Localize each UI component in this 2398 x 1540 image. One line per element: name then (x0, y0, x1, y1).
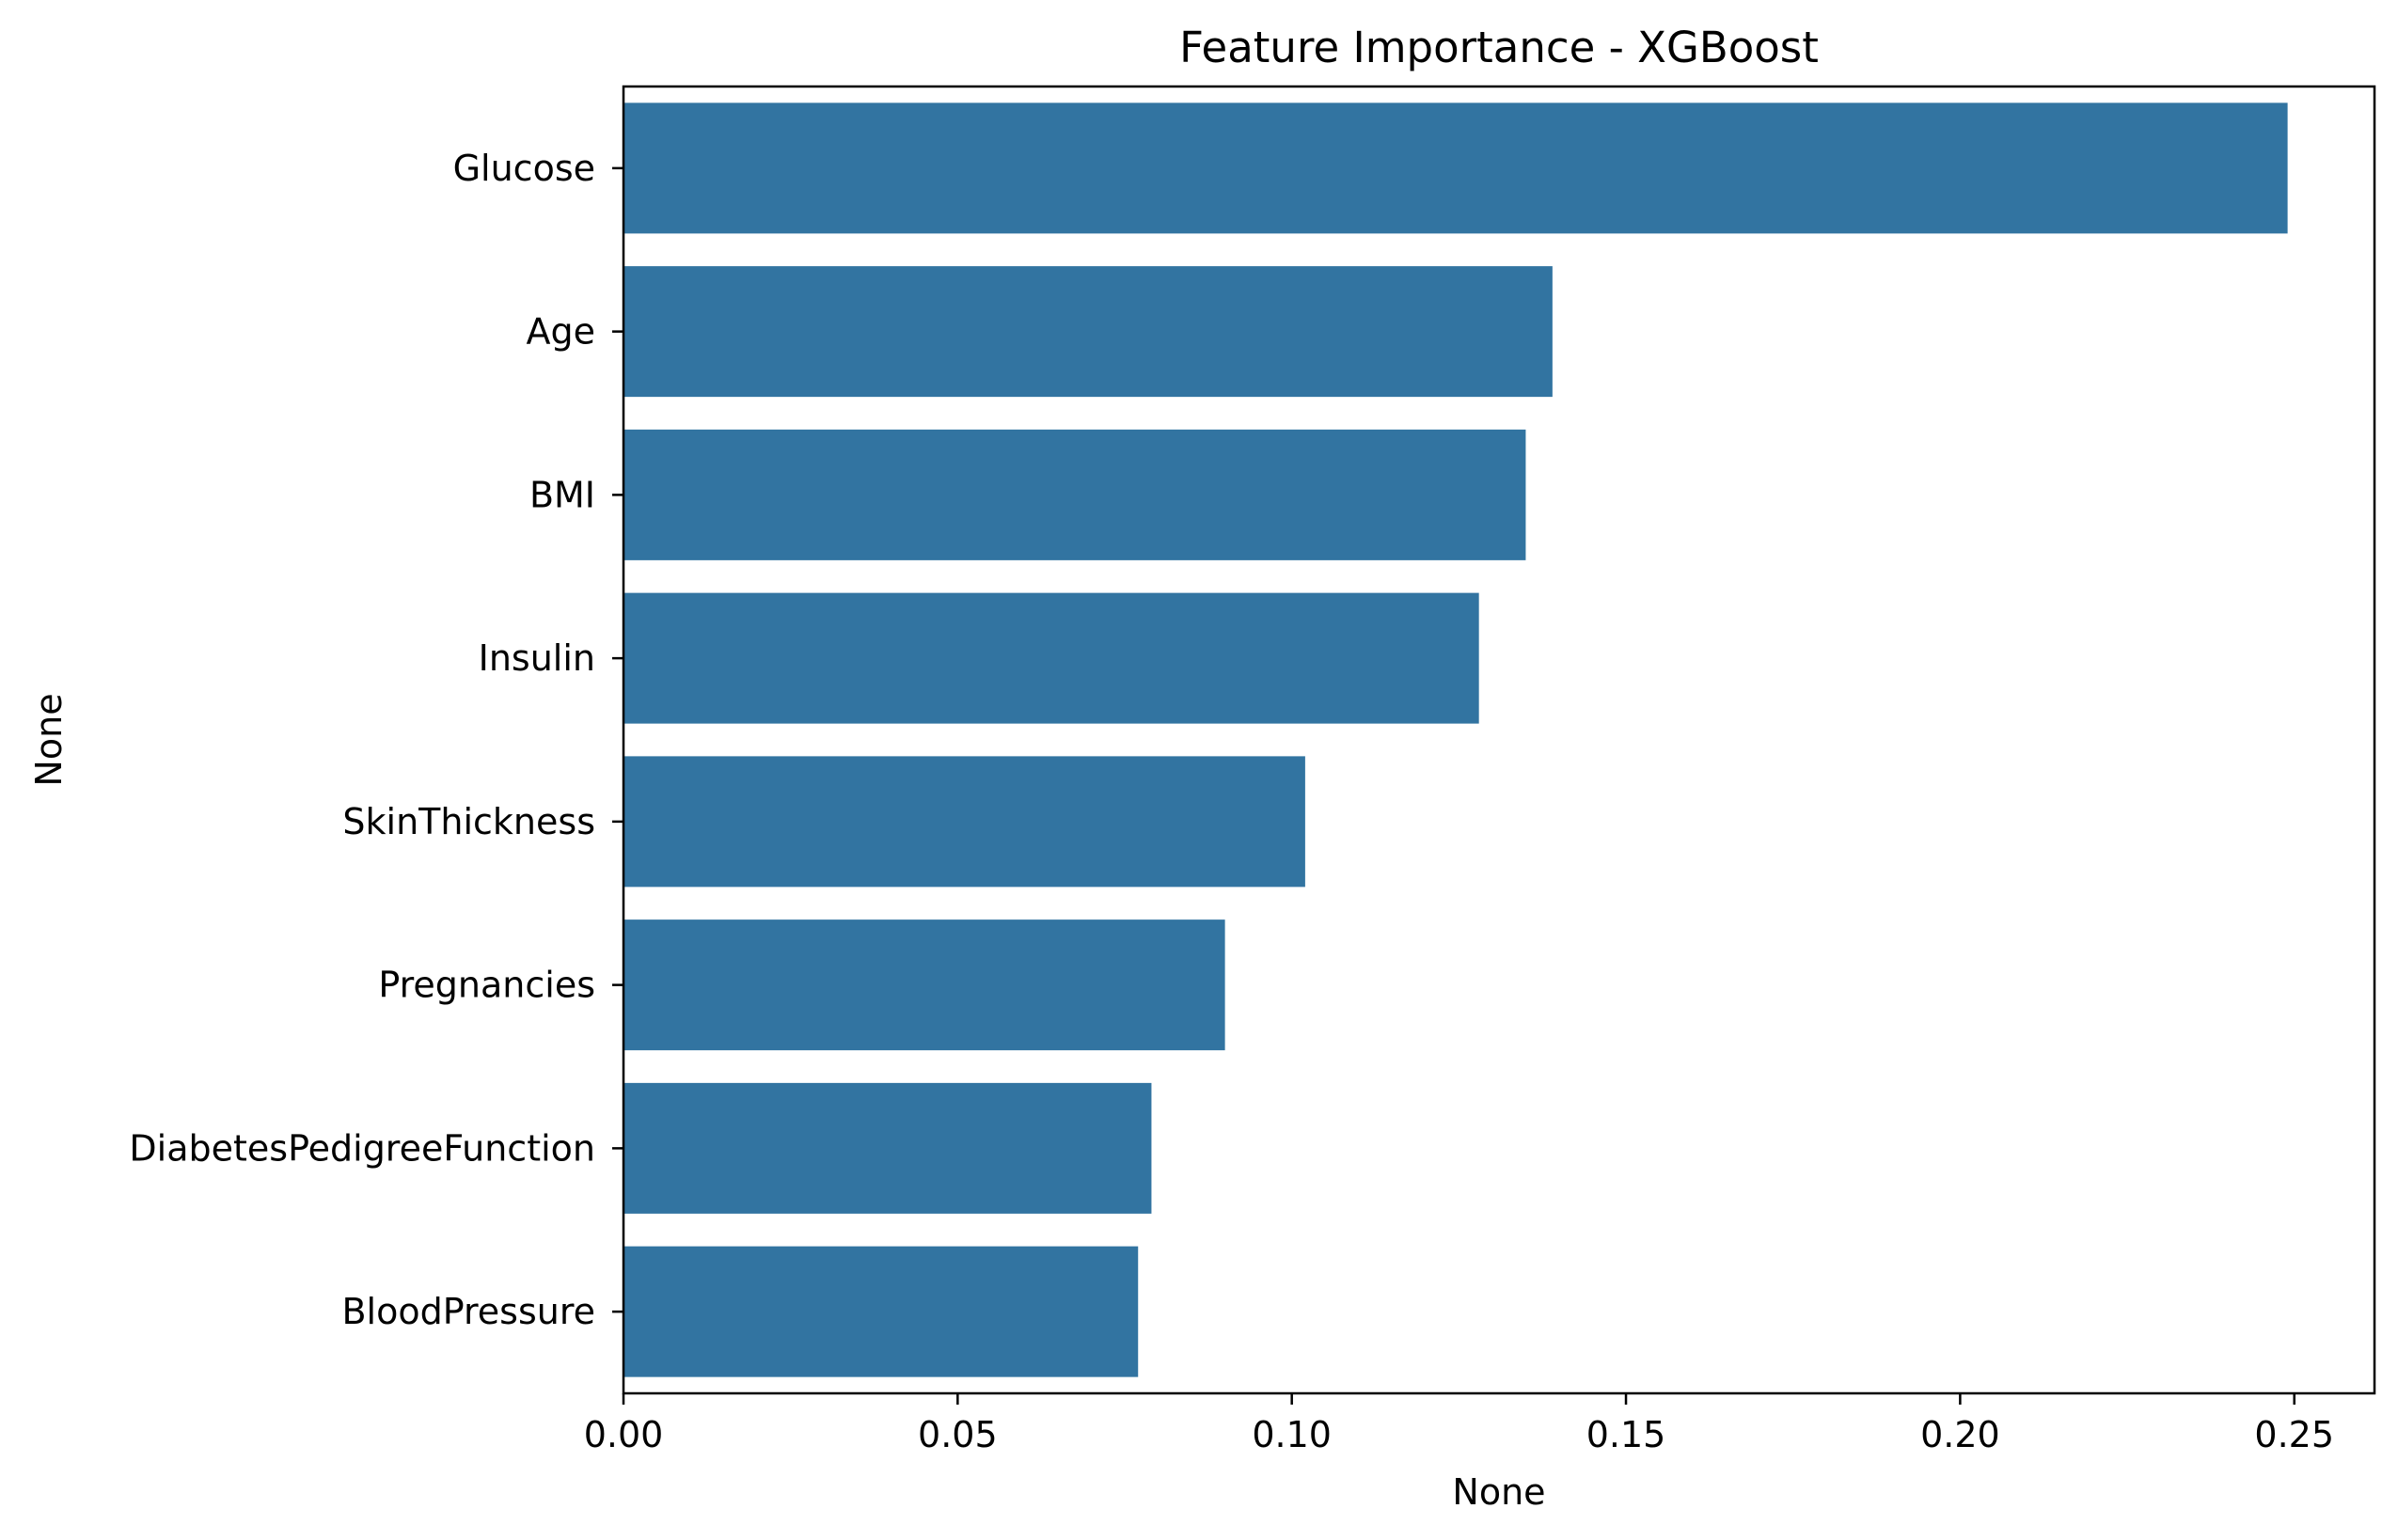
bar-glucose (623, 102, 2288, 234)
bar-bmi (623, 429, 1526, 560)
x-axis-label: None (1452, 1471, 1545, 1513)
bars-group (623, 102, 2288, 1377)
y-axis-label: None (28, 693, 70, 786)
bar-age (623, 266, 1553, 398)
y-tick-label: BMI (529, 474, 595, 515)
bar-skinthickness (623, 756, 1305, 888)
x-tick-label: 0.15 (1586, 1414, 1666, 1455)
y-tick-label: Age (527, 311, 596, 353)
y-tick-label: Pregnancies (378, 965, 595, 1006)
y-tick-label: SkinThickness (342, 801, 595, 842)
y-tick-label: BloodPressure (341, 1291, 595, 1332)
y-tick-label: Glucose (453, 148, 595, 189)
y-tick-label: DiabetesPedigreeFunction (129, 1127, 595, 1169)
y-tick-label: Insulin (479, 637, 595, 679)
bar-bloodpressure (623, 1246, 1139, 1377)
plot-frame (622, 85, 2376, 1395)
x-tick-label: 0.00 (584, 1414, 664, 1455)
chart-title: Feature Importance - XGBoost (1179, 23, 1819, 72)
y-axis-ticks: Glucose Age BMI Insulin SkinThickness Pregnan… (129, 148, 623, 1332)
bar-pregnancies (623, 919, 1225, 1051)
x-tick-label: 0.05 (918, 1414, 998, 1455)
x-tick-label: 0.10 (1252, 1414, 1332, 1455)
bar-insulin (623, 592, 1479, 724)
bar-diabetespedigreefunction (623, 1082, 1152, 1214)
x-tick-label: 0.20 (1920, 1414, 2000, 1455)
x-axis-ticks: 0.00 0.05 0.10 0.15 0.20 0.25 (584, 1393, 2334, 1455)
x-tick-label: 0.25 (2254, 1414, 2334, 1455)
